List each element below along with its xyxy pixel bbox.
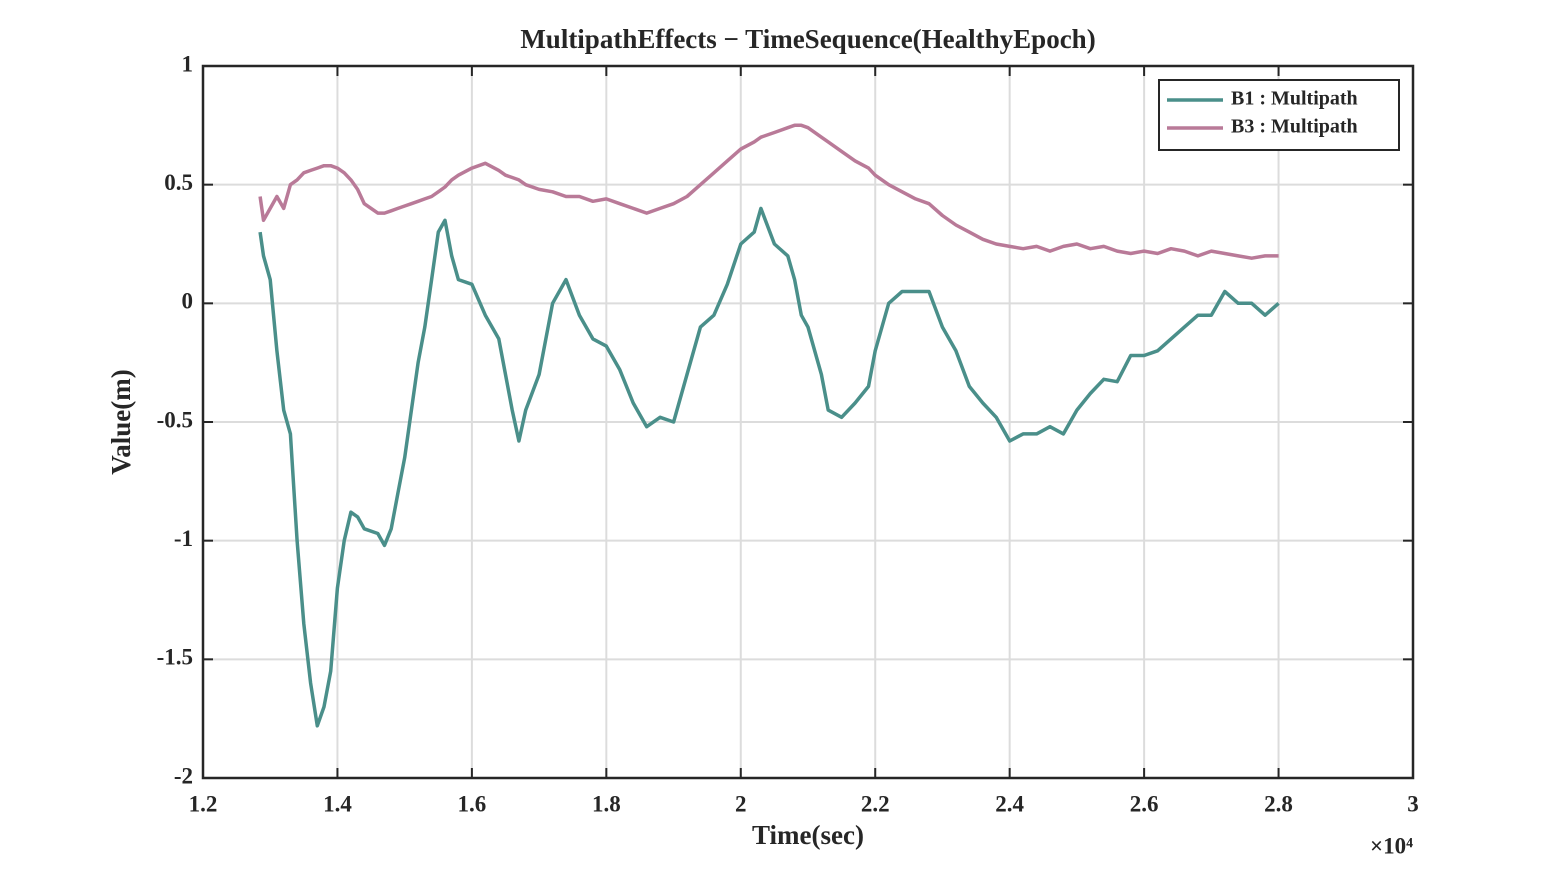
x-tick-label: 2 — [735, 791, 747, 816]
x-tick-label: 3 — [1407, 791, 1419, 816]
x-tick-label: 1.8 — [592, 791, 621, 816]
x-multiplier: ×10⁴ — [1370, 833, 1413, 858]
legend-box — [1158, 79, 1400, 151]
x-axis-label: Time(sec) — [752, 820, 864, 850]
x-tick-label: 1.4 — [323, 791, 352, 816]
y-axis-label: Value(m) — [106, 369, 136, 475]
x-tick-label: 2.2 — [861, 791, 890, 816]
legend-label: B3 : Multipath — [1231, 116, 1358, 138]
data-line — [258, 123, 1279, 260]
y-tick-label: -1.5 — [157, 645, 193, 670]
y-tick-label: 0.5 — [164, 170, 193, 195]
y-tick-label: 1 — [182, 51, 194, 76]
y-tick-label: 0 — [182, 289, 194, 314]
chart-title: MultipathEffects − TimeSequence(HealthyE… — [520, 24, 1095, 54]
x-tick-label: 1.2 — [189, 791, 218, 816]
y-tick-label: -0.5 — [157, 407, 193, 432]
x-tick-label: 2.6 — [1130, 791, 1159, 816]
x-tick-label: 2.4 — [995, 791, 1024, 816]
x-tick-label: 1.6 — [458, 791, 487, 816]
data-line — [258, 206, 1280, 728]
x-tick-label: 2.8 — [1264, 791, 1293, 816]
y-tick-label: -1 — [174, 526, 193, 551]
legend: B1 : Multipath B3 : Multipath — [1158, 79, 1400, 151]
y-tick-label: -2 — [174, 763, 193, 788]
legend-label: B1 : Multipath — [1231, 88, 1358, 110]
plot-frame — [201, 64, 1415, 780]
